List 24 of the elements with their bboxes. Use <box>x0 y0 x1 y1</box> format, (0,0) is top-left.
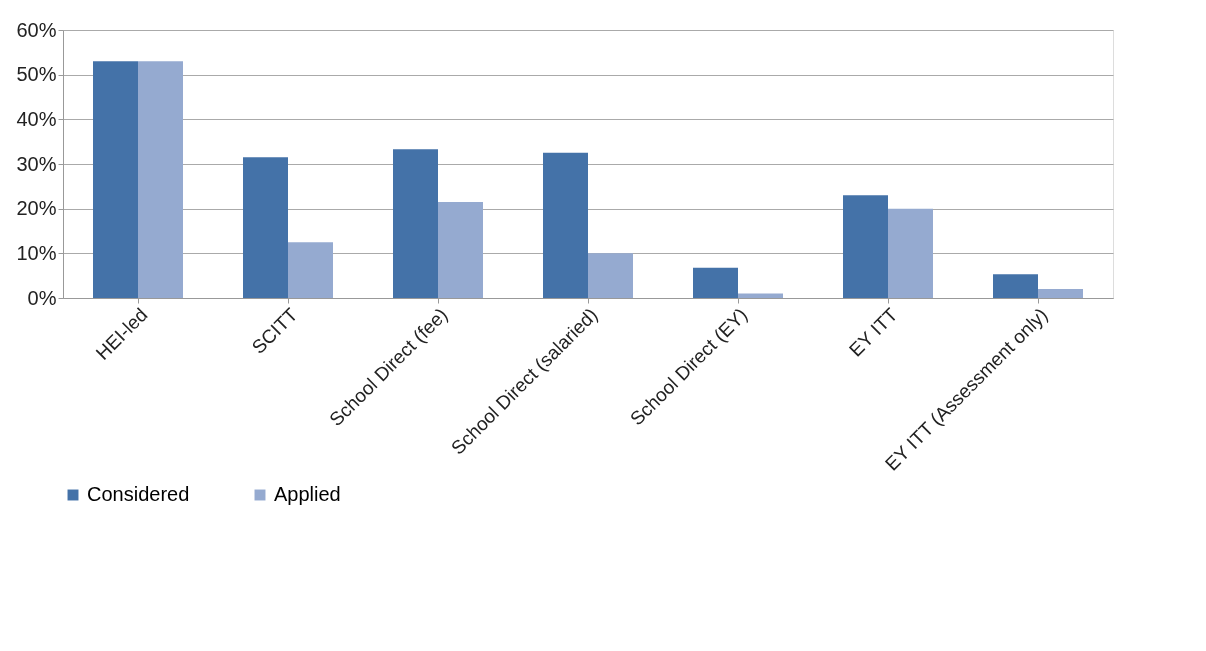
bar <box>588 253 633 298</box>
y-tick-label: 0% <box>27 286 57 309</box>
bar <box>888 208 933 298</box>
bar <box>438 201 483 298</box>
legend-label: Applied <box>274 483 341 505</box>
bar <box>993 274 1038 298</box>
bar <box>288 242 333 298</box>
bar <box>543 152 588 298</box>
y-tick-label: 20% <box>16 197 57 220</box>
y-tick-label: 50% <box>16 63 57 86</box>
bar <box>843 195 888 298</box>
y-tick-label: 60% <box>16 18 57 41</box>
bar <box>93 61 138 298</box>
y-tick-label: 40% <box>16 107 57 130</box>
y-tick-label: 30% <box>16 152 57 175</box>
bar <box>693 267 738 298</box>
bar <box>1038 289 1083 298</box>
bar <box>393 149 438 298</box>
legend-label: Considered <box>87 483 190 505</box>
x-tick-label: EY ITT <box>845 303 902 361</box>
y-tick-label: 10% <box>16 241 57 264</box>
bar <box>138 61 183 298</box>
bar <box>738 293 783 298</box>
bar <box>243 157 288 298</box>
